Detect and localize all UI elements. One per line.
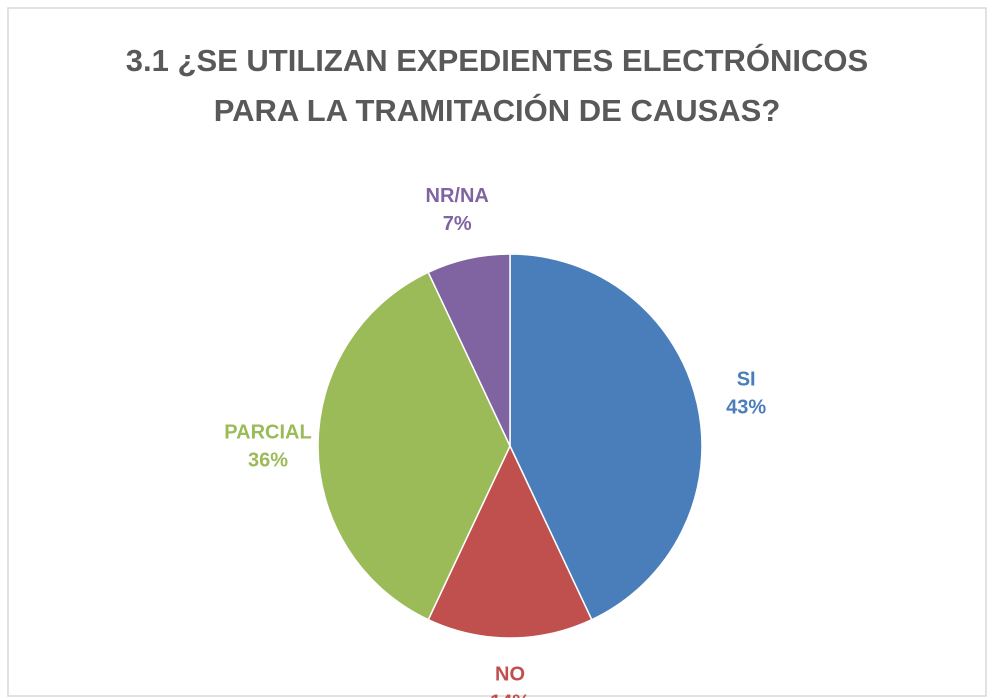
pie-slice	[427, 253, 511, 447]
slice-category-label: SI	[737, 368, 756, 390]
slice-category-label: PARCIAL	[224, 421, 311, 443]
slice-category-label: NR/NA	[426, 185, 489, 207]
slice-value-label: 43%	[726, 396, 766, 418]
pie-slice	[317, 271, 511, 621]
frame	[7, 7, 987, 697]
slice-value-label: 14%	[490, 691, 530, 698]
slice-value-label: 7%	[443, 213, 472, 235]
slice-value-label: 36%	[248, 449, 288, 471]
pie-slice	[509, 253, 703, 621]
pie-slice	[427, 444, 593, 639]
slice-category-label: NO	[495, 663, 525, 685]
chart-title: 3.1 ¿SE UTILIZAN EXPEDIENTES ELECTRÓNICO…	[125, 43, 869, 128]
